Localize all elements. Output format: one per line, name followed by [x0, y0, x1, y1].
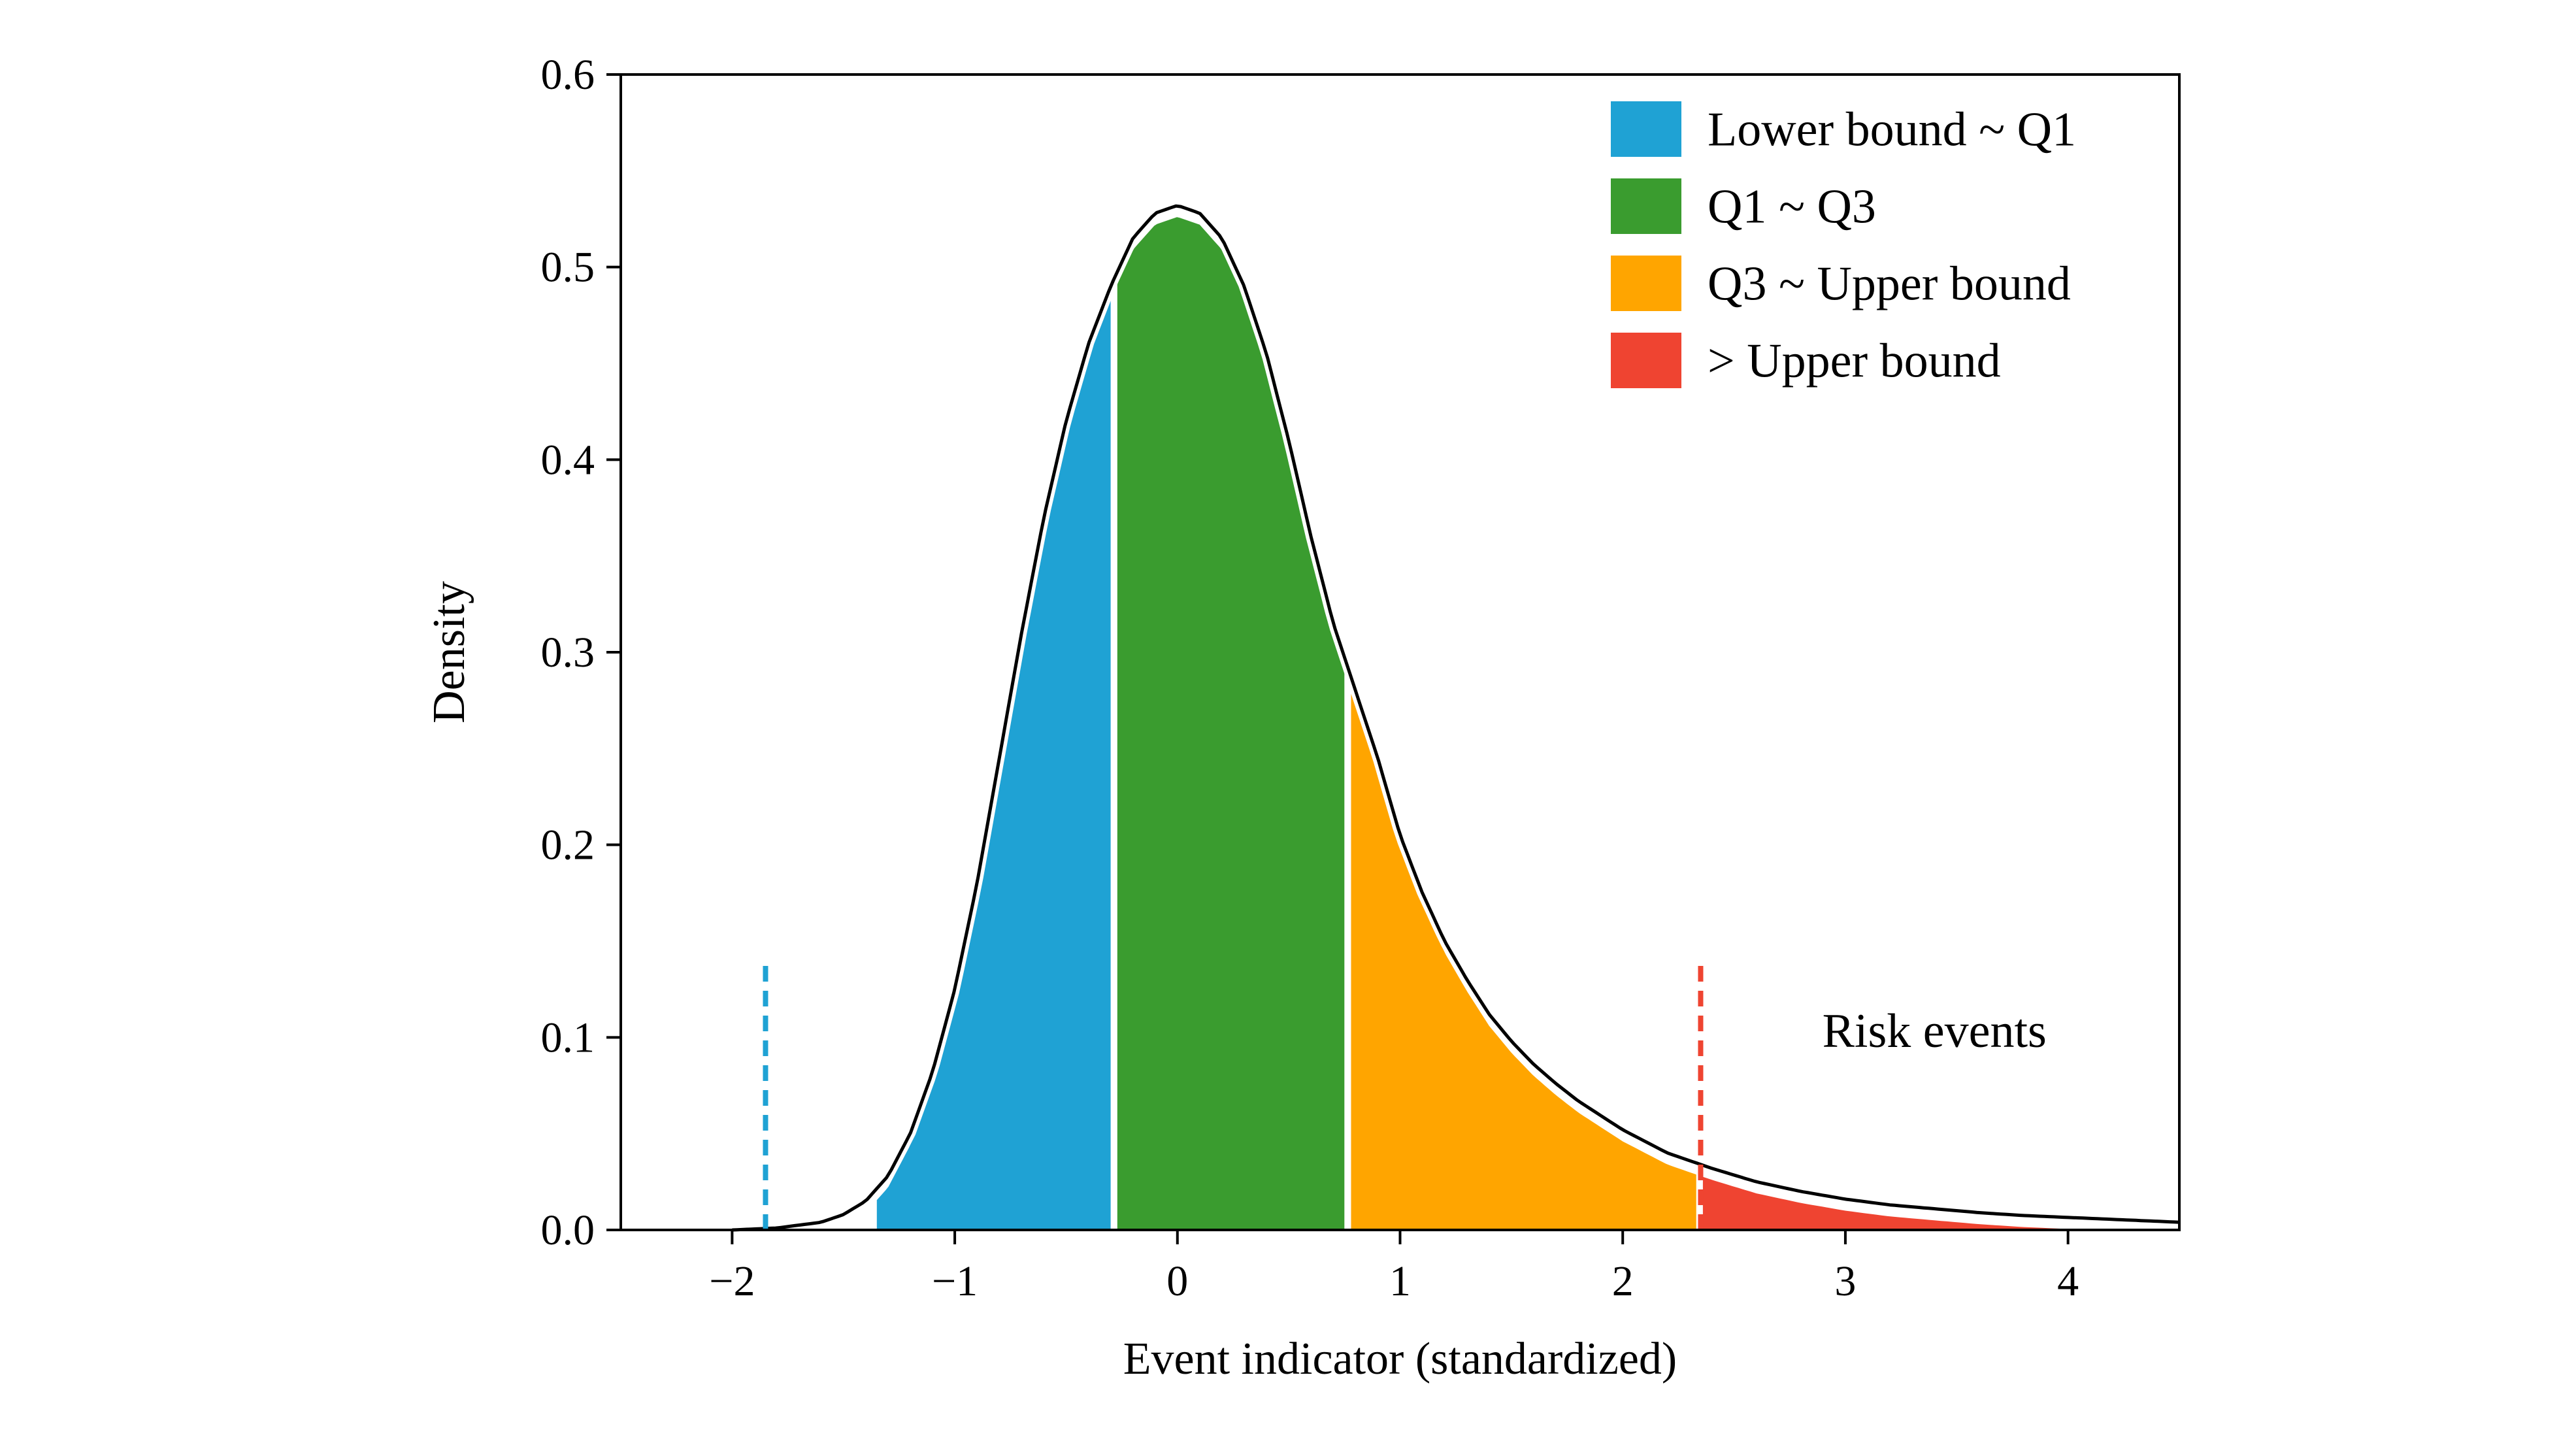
legend-swatch-4: [1611, 333, 1681, 388]
shaded-regions: [876, 217, 2179, 1230]
x-tick-label: −1: [932, 1257, 978, 1305]
legend: Lower bound ~ Q1 Q1 ~ Q3 Q3 ~ Upper bound >…: [1611, 101, 2076, 388]
region-4: [1702, 1176, 2179, 1230]
legend-label-3: Q3 ~ Upper bound: [1708, 257, 2071, 311]
y-tick-label: 0.2: [541, 821, 595, 869]
density-curve: [732, 204, 2180, 1232]
y-tick-label: 0.5: [541, 244, 595, 291]
threshold-lines: [763, 960, 1704, 1230]
annotations: Risk events: [1823, 1004, 2047, 1058]
legend-label-1: Lower bound ~ Q1: [1708, 103, 2076, 157]
y-tick-label: 0.1: [541, 1014, 595, 1061]
region-1: [876, 297, 1111, 1230]
x-tick-label: 4: [2057, 1257, 2079, 1305]
density-curve-layer: [731, 201, 2180, 1235]
x-tick-label: 2: [1612, 1257, 1634, 1305]
legend-label-2: Q1 ~ Q3: [1708, 180, 1876, 234]
annotation-risk-events: Risk events: [1823, 1004, 2047, 1058]
legend-swatch-1: [1611, 101, 1681, 157]
x-tick-label: 3: [1834, 1257, 1856, 1305]
y-tick-label: 0.3: [541, 629, 595, 676]
x-axis-title: Event indicator (standardized): [1123, 1334, 1677, 1384]
y-axis: 0.0 0.1 0.2 0.3 0.4 0.5 0.6: [541, 51, 621, 1254]
legend-label-4: > Upper bound: [1708, 335, 2001, 388]
x-tick-label: 0: [1166, 1257, 1188, 1305]
y-tick-label: 0.6: [541, 51, 595, 99]
y-axis-title: Density: [424, 581, 474, 723]
x-axis: −2 −1 0 1 2 3 4: [709, 1230, 2079, 1305]
x-tick-label: 1: [1389, 1257, 1411, 1305]
x-tick-label: −2: [709, 1257, 755, 1305]
region-2: [1117, 217, 1345, 1230]
region-3: [1351, 689, 1696, 1230]
y-tick-label: 0.4: [541, 436, 595, 484]
legend-swatch-3: [1611, 256, 1681, 311]
legend-swatch-2: [1611, 178, 1681, 234]
y-tick-label: 0.0: [541, 1206, 595, 1254]
